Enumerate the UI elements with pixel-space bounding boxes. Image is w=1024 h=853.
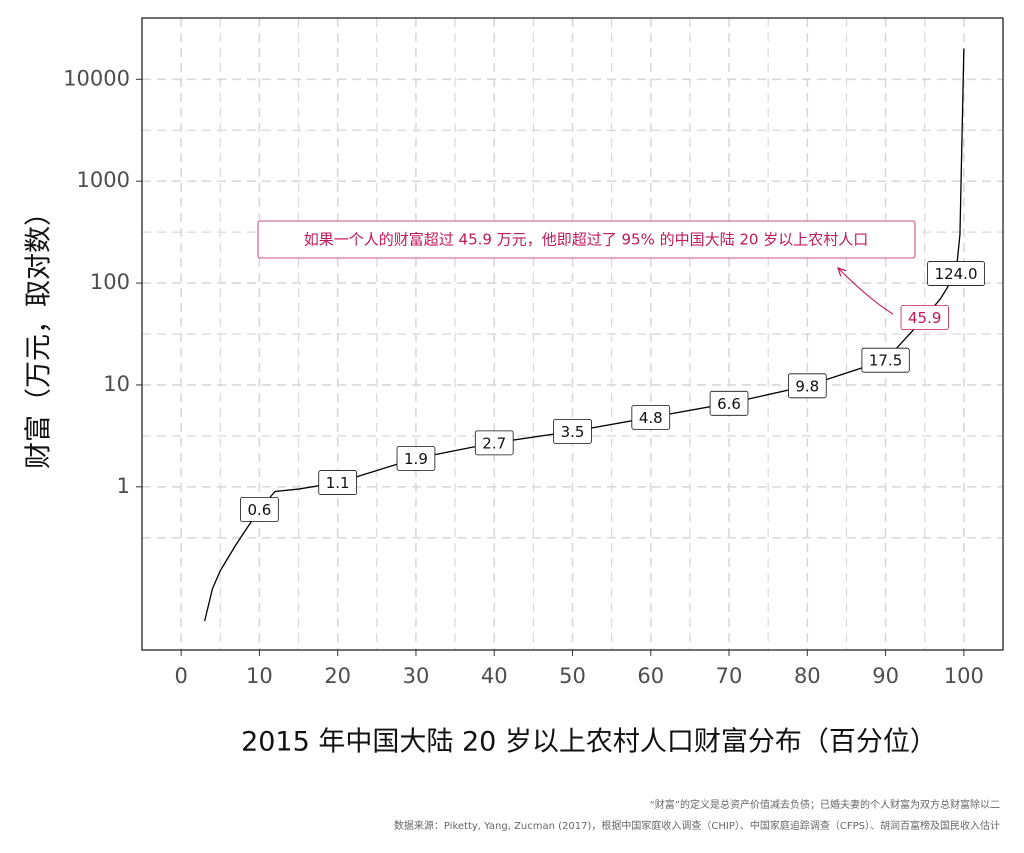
- data-label: 45.9: [908, 309, 941, 327]
- data-label: 4.8: [639, 409, 663, 427]
- data-label-box: [787, 373, 827, 399]
- x-tick-label: 20: [324, 664, 351, 688]
- data-label: 3.5: [561, 423, 585, 441]
- note: “财富”的定义是总资产价值减去负债；已婚夫妻的个人财富为双方总财富除以二: [650, 798, 1000, 811]
- data-label: 9.8: [795, 377, 819, 395]
- note: 数据来源：Piketty, Yang, Zucman (2017)，根据中国家庭…: [394, 819, 1000, 832]
- x-tick-label: 60: [637, 664, 664, 688]
- line: [203, 48, 965, 622]
- data-label-box: [318, 470, 358, 495]
- x-tick-label: 40: [481, 664, 508, 688]
- y-tick-label: 1000: [77, 168, 130, 192]
- x-axis-title: 2015 年中国大陆 20 岁以上农村人口财富分布（百分位）: [241, 727, 937, 758]
- grid: [142, 18, 1003, 650]
- data-label-box: [709, 390, 749, 416]
- x-tick-label: 10: [246, 664, 273, 688]
- y-tick-label: 100: [90, 270, 130, 294]
- annotation: 如果一个人的财富超过 45.9 万元，他即超过了 95% 的中国大陆 20 岁以…: [304, 231, 868, 249]
- annotation-box: [257, 220, 916, 259]
- y-tick-label: 1: [117, 474, 130, 498]
- data-label-box: [396, 446, 436, 471]
- y-axis-title: 财富（万元，取对数）: [24, 199, 55, 469]
- data-label: 1.9: [404, 450, 428, 468]
- x-tick-label: 0: [174, 664, 187, 688]
- data-label-box: [240, 497, 279, 522]
- x-tick-label: 90: [872, 664, 899, 688]
- data-label: 124.0: [935, 265, 978, 283]
- x-tick-label: 70: [716, 664, 743, 688]
- data-label: 2.7: [482, 434, 506, 452]
- data-label: 0.6: [247, 501, 271, 519]
- data-label-box: [861, 347, 910, 373]
- y-tick-label: 10: [103, 372, 130, 396]
- data-label-box: [631, 405, 671, 430]
- annotation-arrow: [838, 268, 894, 315]
- data-label: 1.1: [326, 474, 350, 492]
- y-tick-label: 10000: [63, 66, 130, 90]
- data-label-box: [553, 418, 592, 444]
- data-label: 17.5: [869, 352, 902, 370]
- x-tick-label: 50: [559, 664, 586, 688]
- x-tick-label: 100: [944, 664, 984, 688]
- x-tick-label: 80: [794, 664, 821, 688]
- x-tick-label: 30: [403, 664, 430, 688]
- data-label: 6.6: [717, 395, 741, 413]
- data-label-box: [900, 305, 949, 330]
- data-label-box: [927, 261, 985, 286]
- data-label-box: [474, 430, 514, 456]
